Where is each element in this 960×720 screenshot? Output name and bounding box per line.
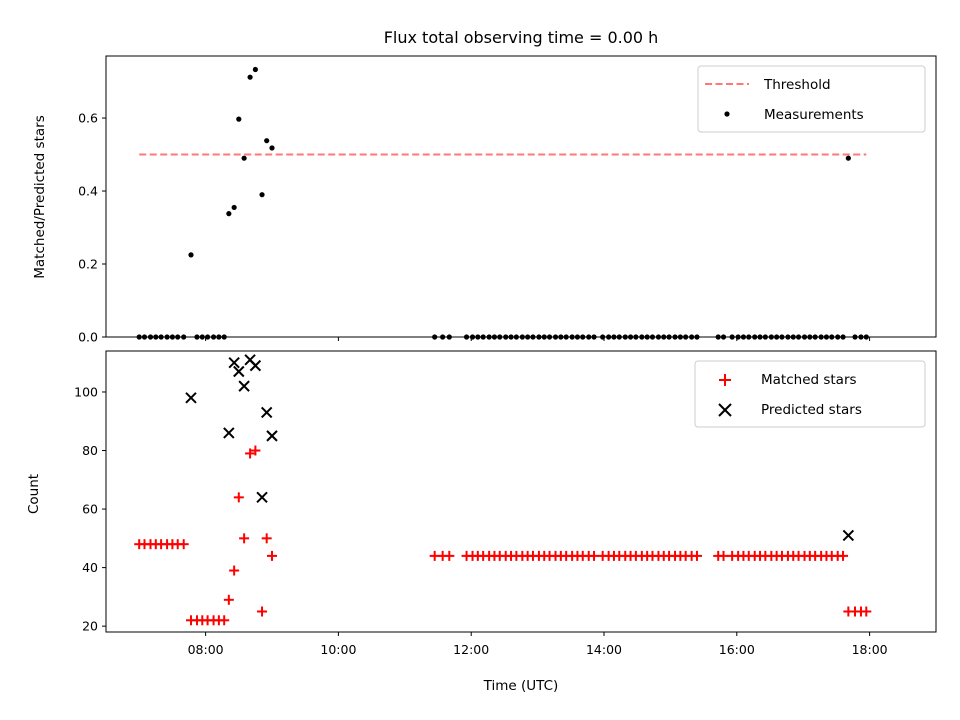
bottom-y-tick-label: 80 (82, 443, 98, 458)
predicted-star-point (842, 529, 855, 542)
top-y-axis-label: Matched/Predicted stars (32, 115, 48, 278)
matched-star-point (691, 550, 702, 561)
matched-star-point (178, 539, 189, 550)
x-axis-label: Time (UTC) (483, 678, 559, 694)
legend-threshold-label: Threshold (763, 77, 831, 93)
bottom-x-tick-label: 10:00 (320, 642, 356, 657)
matched-star-point (245, 448, 256, 459)
top-y-ticks: 0.0 0.2 0.4 0.6 (78, 111, 106, 345)
legend-matched-label: Matched stars (761, 372, 857, 388)
bottom-x-tick-label: 14:00 (586, 642, 622, 657)
measurement-point (259, 192, 265, 198)
bottom-y-ticks: 20 40 60 80 100 (74, 384, 106, 634)
predicted-star-point (249, 359, 262, 372)
predicted-star-point (228, 357, 240, 369)
measurement-point (241, 155, 247, 161)
bottom-y-axis-label: Count (26, 474, 42, 514)
matched-star-point (589, 550, 600, 561)
legend-predicted-swatch (718, 403, 732, 417)
matched-star-point (223, 594, 234, 605)
predicted-star-point (223, 427, 235, 439)
matched-star-point (219, 615, 230, 626)
top-y-tick-label: 0.6 (78, 111, 98, 126)
measurement-point (252, 66, 258, 73)
measurement-point (247, 74, 253, 80)
bottom-x-tick-label: 12:00 (453, 642, 489, 657)
measurement-point (845, 155, 851, 161)
predicted-star-point (256, 491, 268, 504)
matched-star-point (250, 445, 261, 456)
predicted-star-point (260, 406, 273, 419)
matched-star-point (257, 606, 268, 617)
bottom-x-tick-label: 08:00 (188, 642, 224, 657)
legend-measurements-swatch (724, 111, 730, 117)
measurement-point (231, 204, 237, 211)
legend-measurements-label: Measurements (764, 107, 864, 123)
bottom-data-layer (134, 354, 872, 626)
bottom-legend-box (694, 360, 926, 428)
top-legend-box (697, 65, 926, 133)
top-x-ticks (205, 337, 871, 341)
bottom-y-tick-label: 60 (82, 502, 98, 517)
matched-star-point (239, 533, 250, 544)
predicted-star-point (233, 365, 245, 378)
predicted-star-point (266, 430, 278, 442)
measurement-point (264, 138, 270, 144)
matched-star-point (444, 550, 455, 561)
bottom-x-tick-label: 16:00 (719, 642, 755, 657)
measurement-point (269, 145, 275, 151)
top-axes-frame (105, 55, 937, 338)
chart-title: Flux total observing time = 0.00 h (384, 28, 659, 47)
matched-star-point (229, 565, 240, 576)
legend-matched-swatch (719, 374, 731, 386)
predicted-star-point (238, 380, 250, 392)
matched-star-point (861, 606, 872, 617)
matched-star-point (718, 550, 729, 561)
bottom-x-ticks: 08:00 10:00 12:00 14:00 16:00 18:00 (188, 632, 888, 657)
matched-star-point (267, 550, 277, 561)
bottom-legend: Matched stars Predicted stars (694, 360, 926, 428)
measurement-point (236, 116, 242, 122)
matched-star-point (838, 550, 849, 561)
matched-star-point (261, 533, 272, 544)
top-y-tick-label: 0.2 (78, 257, 98, 272)
predicted-star-point (185, 392, 197, 404)
bottom-y-tick-label: 20 (82, 619, 98, 634)
measurement-point (226, 211, 232, 217)
bottom-y-tick-label: 40 (82, 560, 98, 575)
bottom-x-tick-label: 18:00 (852, 642, 888, 657)
top-y-tick-label: 0.4 (78, 184, 98, 199)
top-panel: 0.0 0.2 0.4 0.6 Matched/Predicted stars Thr… (32, 55, 937, 345)
legend-predicted-label: Predicted stars (761, 402, 862, 418)
matched-star-point (233, 492, 244, 503)
bottom-axes-frame (105, 350, 937, 633)
bottom-panel: 20 40 60 80 100 08:00 10:00 12:00 14:00 16:00 18:… (26, 350, 937, 694)
measurement-point (188, 252, 194, 258)
top-legend: Threshold Measurements (697, 65, 926, 133)
top-data-layer (136, 66, 869, 340)
bottom-y-tick-label: 100 (74, 384, 98, 399)
top-y-tick-label: 0.0 (78, 330, 98, 345)
